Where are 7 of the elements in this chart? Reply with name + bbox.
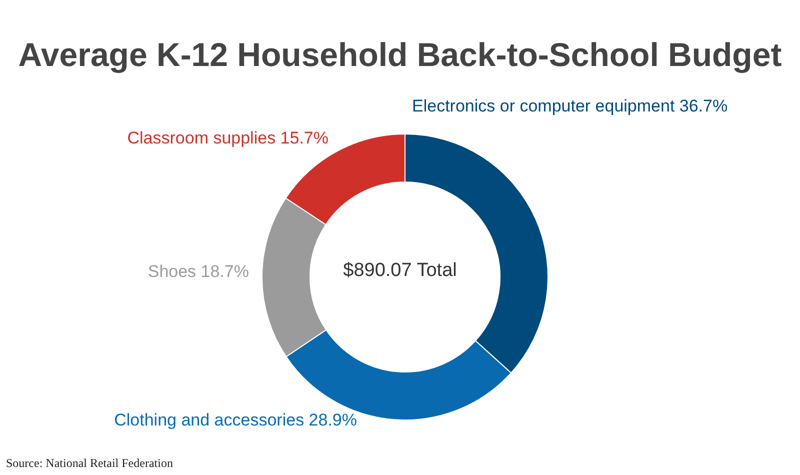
slice-label: Clothing and accessories 28.9% xyxy=(114,410,357,430)
slice-label: Shoes 18.7% xyxy=(148,262,249,281)
text: $890.07 Total xyxy=(342,260,458,282)
source-note: Source: National Retail Federation xyxy=(6,456,173,471)
chart-title: Average K-12 Household Back-to-School Budget xyxy=(17,36,783,74)
slice-label: Classroom supplies 15.7% xyxy=(127,128,329,148)
slice-label: Electronics or computer equipment 36.7% xyxy=(412,96,728,116)
